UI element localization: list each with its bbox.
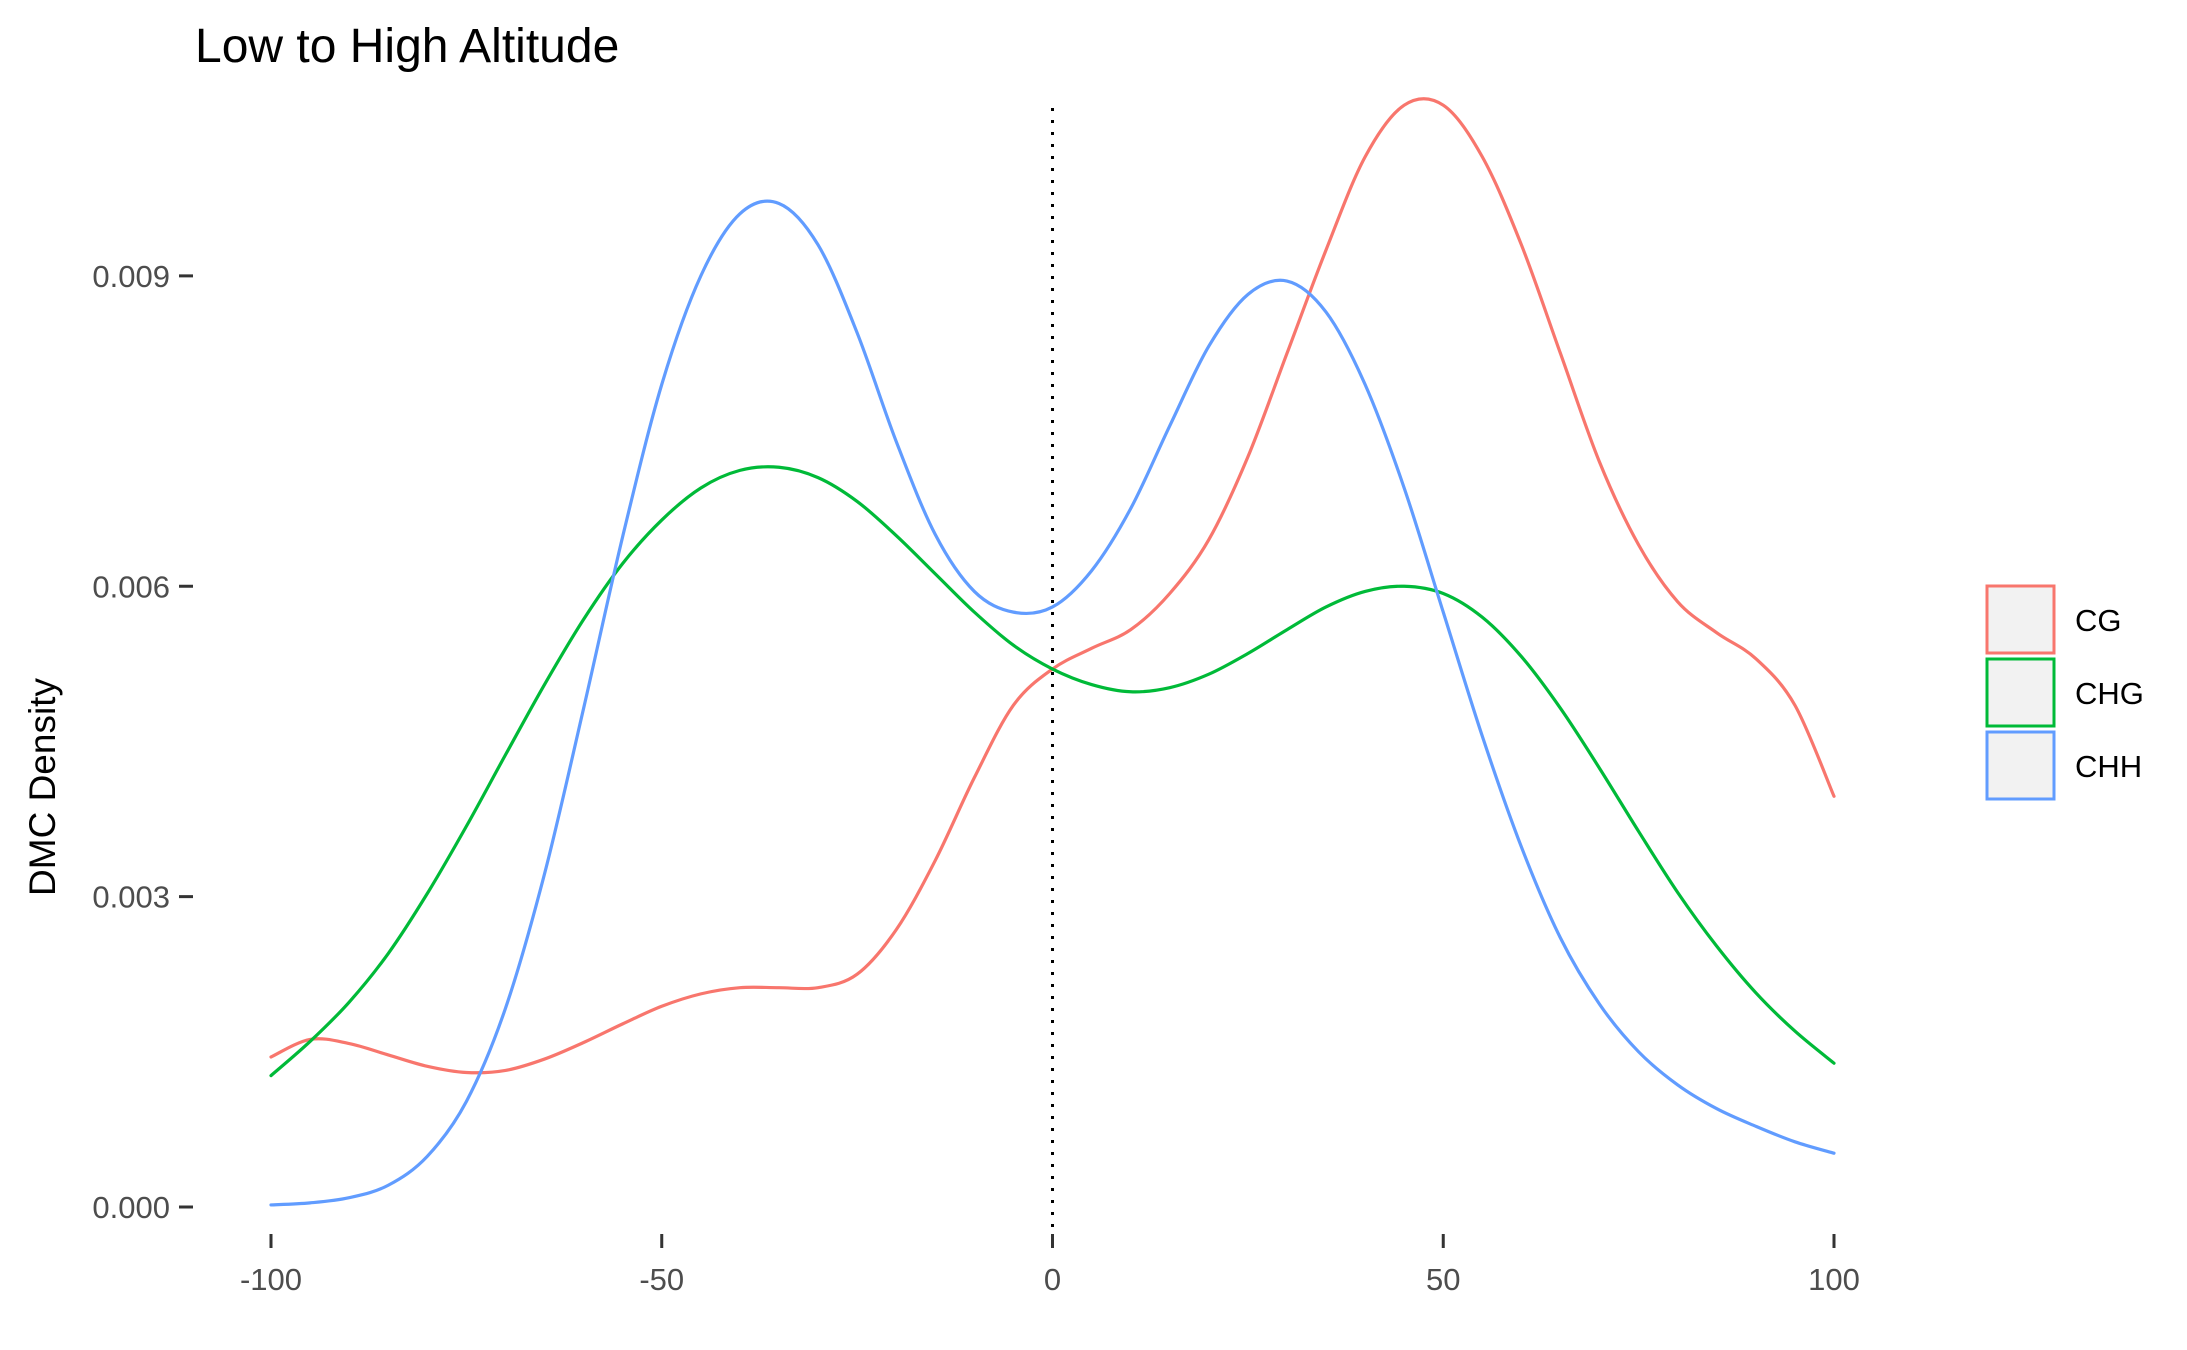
legend-key-chh bbox=[1985, 730, 2056, 801]
x-axis: -100 -50 0 50 100 bbox=[240, 1234, 1860, 1297]
series-line-chh bbox=[269, 199, 1836, 1207]
x-tick-label: 50 bbox=[1426, 1262, 1460, 1297]
y-tick-label: 0.009 bbox=[92, 259, 170, 294]
y-axis-title: DMC Density bbox=[22, 678, 63, 896]
x-tick-label: -100 bbox=[240, 1262, 302, 1297]
series-line-chg bbox=[269, 465, 1836, 1078]
x-tick-label: 100 bbox=[1808, 1262, 1860, 1297]
y-tick-label: 0.006 bbox=[92, 569, 170, 604]
y-tick-label: 0.000 bbox=[92, 1190, 170, 1225]
x-tick-label: 0 bbox=[1044, 1262, 1061, 1297]
x-tick-label: -50 bbox=[639, 1262, 684, 1297]
legend-key-cg bbox=[1985, 584, 2056, 655]
plot-series bbox=[269, 97, 1836, 1207]
chart-title: Low to High Altitude bbox=[195, 20, 619, 73]
legend: CG CHG CHH bbox=[1985, 584, 2144, 801]
series-line-cg bbox=[269, 97, 1836, 1075]
legend-label-chg: CHG bbox=[2075, 676, 2144, 711]
y-tick-label: 0.003 bbox=[92, 880, 170, 915]
y-axis: 0.000 0.003 0.006 0.009 bbox=[92, 259, 193, 1225]
legend-label-cg: CG bbox=[2075, 603, 2122, 638]
legend-key-chg bbox=[1985, 657, 2056, 728]
legend-label-chh: CHH bbox=[2075, 749, 2142, 784]
